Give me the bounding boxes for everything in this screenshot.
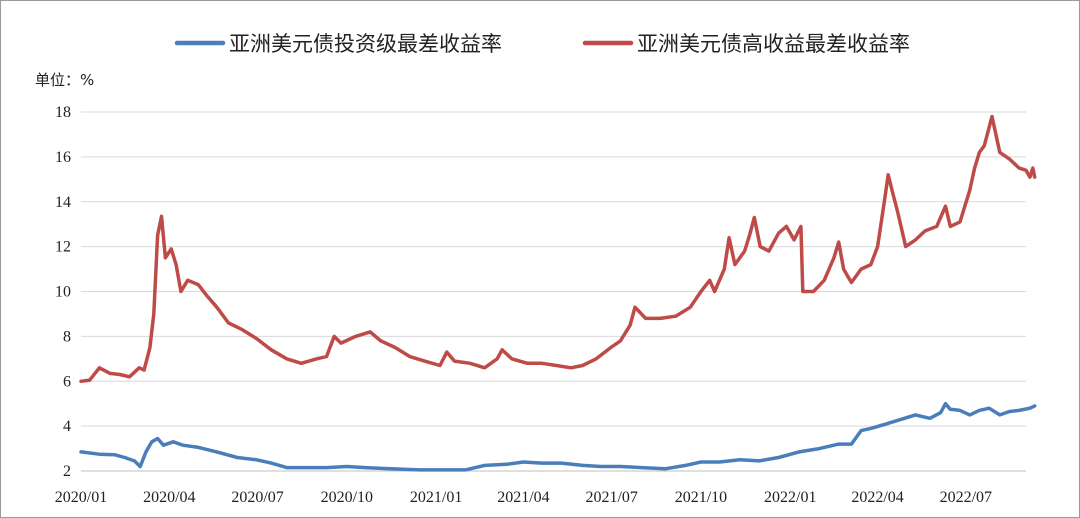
series-lines bbox=[79, 114, 1037, 472]
legend-label-0: 亚洲美元债投资级最差收益率 bbox=[229, 32, 502, 56]
y-tick-label: 8 bbox=[63, 328, 71, 345]
y-tick-label: 2 bbox=[63, 463, 71, 480]
x-tick-label: 2020/10 bbox=[321, 489, 373, 506]
y-tick-label: 12 bbox=[55, 239, 71, 256]
y-tick-label: 10 bbox=[55, 284, 71, 301]
y-tick-label: 16 bbox=[55, 149, 71, 166]
x-tick-label: 2021/10 bbox=[675, 489, 727, 506]
x-tick-label: 2022/07 bbox=[940, 489, 992, 506]
legend-label-1: 亚洲美元债高收益最差收益率 bbox=[637, 32, 910, 56]
y-tick-label: 6 bbox=[63, 373, 71, 390]
x-tick-label: 2022/01 bbox=[764, 489, 816, 506]
x-tick-label: 2020/01 bbox=[55, 489, 107, 506]
y-axis-unit-label: 单位：% bbox=[35, 71, 94, 89]
y-tick-label: 18 bbox=[55, 104, 71, 121]
x-tick-label: 2020/07 bbox=[231, 489, 283, 506]
legend: 亚洲美元债投资级最差收益率 亚洲美元债高收益最差收益率 bbox=[174, 32, 910, 56]
x-tick-label: 2021/07 bbox=[585, 489, 637, 506]
x-tick-label: 2022/04 bbox=[851, 489, 903, 506]
series-line-0 bbox=[79, 401, 1037, 472]
y-tick-label: 14 bbox=[55, 194, 71, 211]
x-tick-label: 2021/01 bbox=[410, 489, 462, 506]
y-axis: 2 4 6 8 10 12 14 16 18 bbox=[55, 104, 71, 480]
series-line-1 bbox=[79, 114, 1037, 384]
x-axis: 2020/01 2020/04 2020/07 2020/10 2021/01 2021/… bbox=[55, 470, 1026, 506]
y-tick-label: 4 bbox=[63, 418, 71, 435]
x-tick-label: 2021/04 bbox=[497, 489, 549, 506]
gridlines bbox=[81, 111, 1026, 427]
x-tick-label: 2020/04 bbox=[143, 489, 195, 506]
